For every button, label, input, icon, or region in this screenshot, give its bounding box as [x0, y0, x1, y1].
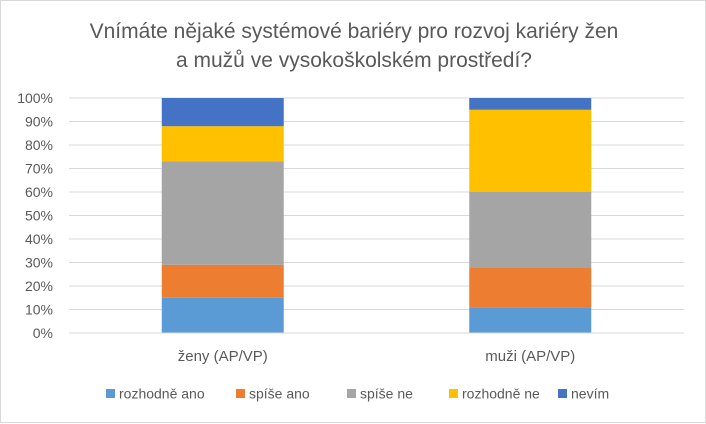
legend-label: rozhodně ne	[462, 386, 540, 402]
x-category-label: muži (AP/VP)	[485, 348, 575, 365]
legend-label: nevím	[571, 386, 609, 402]
gridlines	[69, 97, 684, 310]
bar-segment	[161, 161, 284, 265]
y-tick-label: 100%	[17, 90, 53, 106]
y-tick-label: 10%	[25, 302, 53, 318]
legend-swatch	[347, 389, 356, 398]
bar-segment	[469, 98, 592, 110]
legend-swatch	[236, 389, 245, 398]
legend-swatch	[449, 389, 458, 398]
legend-swatch	[106, 389, 115, 398]
bar-segment	[161, 98, 284, 127]
y-tick-label: 50%	[25, 208, 53, 224]
legend-label: rozhodně ano	[119, 386, 205, 402]
y-tick-label: 90%	[25, 114, 53, 130]
bar-segment	[469, 192, 592, 268]
bar-segment	[161, 126, 284, 162]
y-tick-label: 60%	[25, 184, 53, 200]
bar-segment	[469, 109, 592, 192]
legend-swatch	[558, 389, 567, 398]
bars	[161, 98, 592, 333]
bar-segment	[469, 307, 592, 333]
y-tick-label: 30%	[25, 255, 53, 271]
x-axis-categories: ženy (AP/VP) muži (AP/VP)	[178, 348, 576, 365]
y-tick-label: 80%	[25, 137, 53, 153]
legend: rozhodně ano spíše ano spíše ne rozhodně ne…	[106, 386, 609, 402]
legend-label: spíše ne	[360, 386, 413, 402]
legend-label: spíše ano	[249, 386, 310, 402]
chart-title: Vnímáte nějaké systémové bariéry pro roz…	[90, 20, 619, 72]
y-tick-label: 70%	[25, 161, 53, 177]
y-tick-label: 20%	[25, 278, 53, 294]
bar-segment	[161, 264, 284, 298]
chart-title-line-2: a mužů ve vysokoškolském prostředí?	[176, 49, 532, 72]
chart-title-line-1: Vnímáte nějaké systémové bariéry pro roz…	[90, 20, 619, 43]
y-axis-ticks: 0% 10% 20% 30% 40% 50% 60% 70% 80% 90% 100%	[17, 90, 53, 341]
x-category-label: ženy (AP/VP)	[178, 348, 268, 365]
bar-segment	[469, 267, 592, 308]
bar-segment	[161, 297, 284, 333]
y-tick-label: 0%	[33, 325, 53, 341]
y-tick-label: 40%	[25, 231, 53, 247]
